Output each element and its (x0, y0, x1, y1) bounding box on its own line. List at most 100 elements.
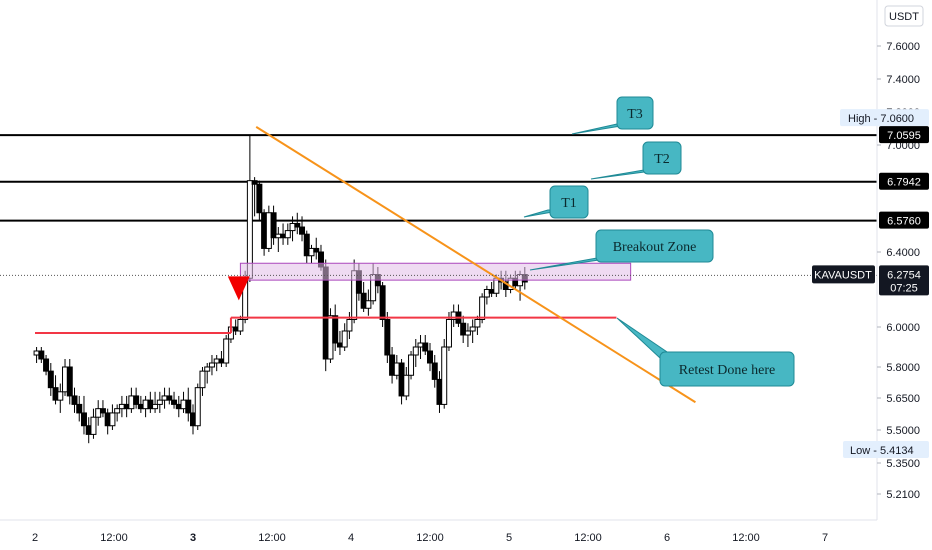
price-tags: High - 7.0600 Low - 5.4134 7.0595 6.7942 6.5… (812, 109, 929, 458)
candle-body (156, 399, 163, 405)
price-tick-label: 7.6000 (886, 41, 920, 53)
level-price-tag-bg (879, 211, 929, 229)
price-tick-label: 5.6500 (886, 393, 920, 405)
last-price-tag-bg (879, 265, 929, 296)
callout-breakout: Breakout Zone (529, 229, 714, 271)
low-label: Low - 5.4134 (850, 445, 914, 457)
candle-body (469, 326, 476, 332)
candle-body (303, 233, 310, 257)
candle-body (152, 403, 159, 410)
currency-badge-frame (884, 5, 924, 27)
candle-body (460, 322, 467, 336)
candle-body (133, 395, 140, 405)
candle-body (441, 346, 448, 405)
low-tag-bg (843, 441, 929, 458)
candle-body (251, 180, 258, 185)
level-price-tag: 6.5760 (887, 216, 921, 228)
candle-body (379, 285, 386, 320)
candle-body (341, 330, 348, 348)
candle-body (332, 315, 339, 344)
candle-body (199, 370, 206, 389)
candle-body (194, 387, 201, 427)
candle-body (422, 342, 429, 352)
candle-body (57, 391, 64, 401)
price-axis-background (877, 0, 932, 520)
callout-label: T2 (654, 152, 670, 167)
candle-body (384, 319, 391, 356)
candle-body (403, 374, 410, 397)
candle-body (299, 226, 306, 235)
candle-body (431, 362, 438, 380)
callout-box (549, 185, 589, 219)
level-price-tag-bg (879, 172, 929, 190)
candle-body (294, 222, 301, 228)
candle-body (223, 338, 230, 364)
candle-body (270, 212, 277, 239)
candle-body (185, 399, 192, 414)
candle-body (43, 358, 50, 372)
candle-body (90, 416, 97, 435)
candle-body (208, 362, 215, 368)
price-tick-label: 6.4000 (886, 247, 920, 259)
time-tick-label: 12:00 (574, 532, 602, 544)
candle-body (166, 395, 173, 401)
candle-body (313, 247, 320, 253)
time-tick-label: 3 (190, 532, 196, 544)
price-tick-label: 6.0000 (886, 322, 920, 334)
candle-body (284, 230, 291, 239)
high-tag-bg (840, 109, 929, 127)
annotations: T3 T2 T1 Breakout Zone Retest Done here (0, 96, 877, 404)
candle-body (237, 319, 244, 332)
callout-label: T1 (561, 196, 577, 211)
time-tick-label: 7 (822, 532, 828, 544)
last-price-tag: 6.2754 (887, 269, 921, 281)
callout-t1: T1 (523, 185, 589, 219)
target-levels (0, 134, 877, 222)
callout-label: Retest Done here (679, 363, 775, 378)
currency-badge[interactable]: USDT (884, 5, 924, 27)
candle-body (408, 354, 415, 376)
currency-label: USDT (889, 11, 919, 23)
level-price-tag: 6.7942 (887, 177, 921, 189)
callout-box (616, 96, 654, 130)
candle-body (204, 366, 211, 372)
candle-body (365, 300, 372, 309)
candle-body (256, 183, 263, 214)
callout-box (642, 141, 682, 175)
price-tick-label: 5.2100 (886, 489, 920, 501)
price-tick-label: 5.8000 (886, 362, 920, 374)
time-tick-label: 2 (32, 532, 38, 544)
symbol-tag: KAVAUSDT (814, 269, 872, 281)
candle-body (38, 350, 45, 360)
high-label: High - 7.0600 (848, 113, 914, 125)
callout-retest: Retest Done here (616, 317, 795, 387)
price-tick-label: 5.3500 (886, 458, 920, 470)
time-tick-label: 12:00 (100, 532, 128, 544)
time-tick-label: 4 (348, 532, 354, 544)
breakout-zone-box (239, 262, 632, 281)
candle-body (346, 319, 353, 332)
countdown-tag: 07:25 (890, 282, 918, 294)
candle-body (474, 319, 481, 328)
callout-box (659, 351, 795, 387)
candle-body (99, 408, 106, 414)
time-axis-ticks: 2 12:00 3 12:00 4 12:00 5 12:00 6 12:00 7 (32, 532, 828, 544)
callout-box (595, 229, 714, 263)
time-tick-label: 5 (506, 532, 512, 544)
sell-arrow-marker (227, 276, 250, 301)
candle-body (66, 366, 73, 397)
time-tick-label: 12:00 (732, 532, 760, 544)
callout-t3: T3 (571, 96, 654, 135)
callout-label: T3 (627, 107, 643, 122)
callout-t2: T2 (590, 141, 682, 180)
candle-body (464, 330, 471, 336)
candle-body (47, 370, 54, 389)
time-axis[interactable]: 2 12:00 3 12:00 4 12:00 5 12:00 6 12:00 7 (0, 519, 877, 544)
price-tick-label: 7.4000 (886, 74, 920, 86)
price-tick-label: 5.5000 (886, 425, 920, 437)
candle-body (71, 395, 78, 405)
candle-body (80, 412, 87, 427)
candle-body (171, 399, 178, 405)
callout-label: Breakout Zone (613, 240, 697, 255)
